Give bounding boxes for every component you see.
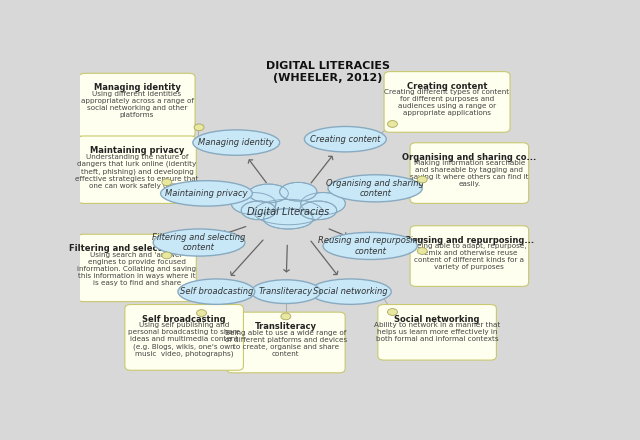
Text: Creating content: Creating content <box>407 82 487 91</box>
Circle shape <box>388 121 397 127</box>
Circle shape <box>196 310 207 316</box>
FancyBboxPatch shape <box>410 226 529 286</box>
FancyBboxPatch shape <box>79 73 195 137</box>
FancyBboxPatch shape <box>227 312 345 373</box>
Text: Self broadcasting: Self broadcasting <box>180 287 253 296</box>
Text: Maintaining privacy: Maintaining privacy <box>90 146 184 155</box>
Text: Organising and sharing
content: Organising and sharing content <box>326 179 424 198</box>
Text: Using search and 'answer'
engines to provide focused
information. Collating and : Using search and 'answer' engines to pro… <box>77 252 196 286</box>
Ellipse shape <box>328 175 422 202</box>
Ellipse shape <box>251 280 321 304</box>
Text: Creating content: Creating content <box>310 135 381 144</box>
Text: Reusing and repurposing
content: Reusing and repurposing content <box>317 236 423 256</box>
Ellipse shape <box>153 229 245 256</box>
Ellipse shape <box>323 232 417 260</box>
FancyBboxPatch shape <box>78 234 196 302</box>
Circle shape <box>388 308 397 315</box>
Text: Social networking: Social networking <box>394 315 480 324</box>
Text: Digital Literacies: Digital Literacies <box>247 207 330 217</box>
Ellipse shape <box>305 126 387 152</box>
Text: DIGITAL LITERACIES
(WHEELER, 2012): DIGITAL LITERACIES (WHEELER, 2012) <box>266 61 390 83</box>
Text: Managing identity: Managing identity <box>198 138 274 147</box>
Ellipse shape <box>231 193 276 215</box>
Text: Being able to adapt, repurpose,
remix and otherwise reuse
content of different k: Being able to adapt, repurpose, remix an… <box>412 243 527 270</box>
Circle shape <box>194 124 204 131</box>
Text: Filtering and selecting
content: Filtering and selecting content <box>152 233 246 252</box>
Ellipse shape <box>249 184 288 203</box>
Ellipse shape <box>280 183 317 201</box>
Text: Managing identity: Managing identity <box>93 84 180 92</box>
FancyBboxPatch shape <box>410 143 529 203</box>
Ellipse shape <box>178 279 255 304</box>
Circle shape <box>162 179 172 186</box>
FancyBboxPatch shape <box>78 136 196 203</box>
Text: Filtering and selecting con...: Filtering and selecting con... <box>68 244 205 253</box>
Text: Self broadcasting: Self broadcasting <box>142 315 226 324</box>
Ellipse shape <box>241 201 276 220</box>
Text: Ability to network in a manner that
helps us learn more effectively in
both form: Ability to network in a manner that help… <box>374 322 500 342</box>
Text: Being able to use a wide range of
of different platforms and devices
to create, : Being able to use a wide range of of dif… <box>225 330 347 357</box>
FancyBboxPatch shape <box>384 72 510 132</box>
Text: Using self publishing and
personal broadcasting to share
ideas and multimedia co: Using self publishing and personal broad… <box>128 322 240 357</box>
Text: Organising and sharing co...: Organising and sharing co... <box>402 153 536 162</box>
Text: Using different identities
appropriately across a range of
social networking and: Using different identities appropriately… <box>81 91 193 118</box>
Text: Making information searchable
and shareable by tagging and
saving it where other: Making information searchable and sharea… <box>410 160 529 187</box>
Text: Social networking: Social networking <box>313 287 388 296</box>
Circle shape <box>162 252 172 259</box>
Ellipse shape <box>264 209 313 229</box>
Text: Transliteracy: Transliteracy <box>259 287 313 296</box>
Text: Creating different types of content
for different purposes and
audiences using a: Creating different types of content for … <box>385 89 509 116</box>
FancyBboxPatch shape <box>125 304 243 370</box>
Ellipse shape <box>300 201 337 220</box>
Text: Maintaining privacy: Maintaining privacy <box>165 189 248 198</box>
Text: Reusing and repurposing...: Reusing and repurposing... <box>404 236 534 245</box>
Text: Transliteracy: Transliteracy <box>255 323 317 331</box>
Ellipse shape <box>193 130 280 155</box>
Ellipse shape <box>253 199 323 225</box>
Text: Understanding the nature of
dangers that lurk online (identity
theft, phishing) : Understanding the nature of dangers that… <box>76 154 199 189</box>
FancyBboxPatch shape <box>378 304 497 360</box>
Circle shape <box>417 248 428 254</box>
Circle shape <box>281 313 291 320</box>
Ellipse shape <box>301 193 346 215</box>
Ellipse shape <box>309 279 391 304</box>
Ellipse shape <box>161 181 252 206</box>
Circle shape <box>417 176 428 183</box>
